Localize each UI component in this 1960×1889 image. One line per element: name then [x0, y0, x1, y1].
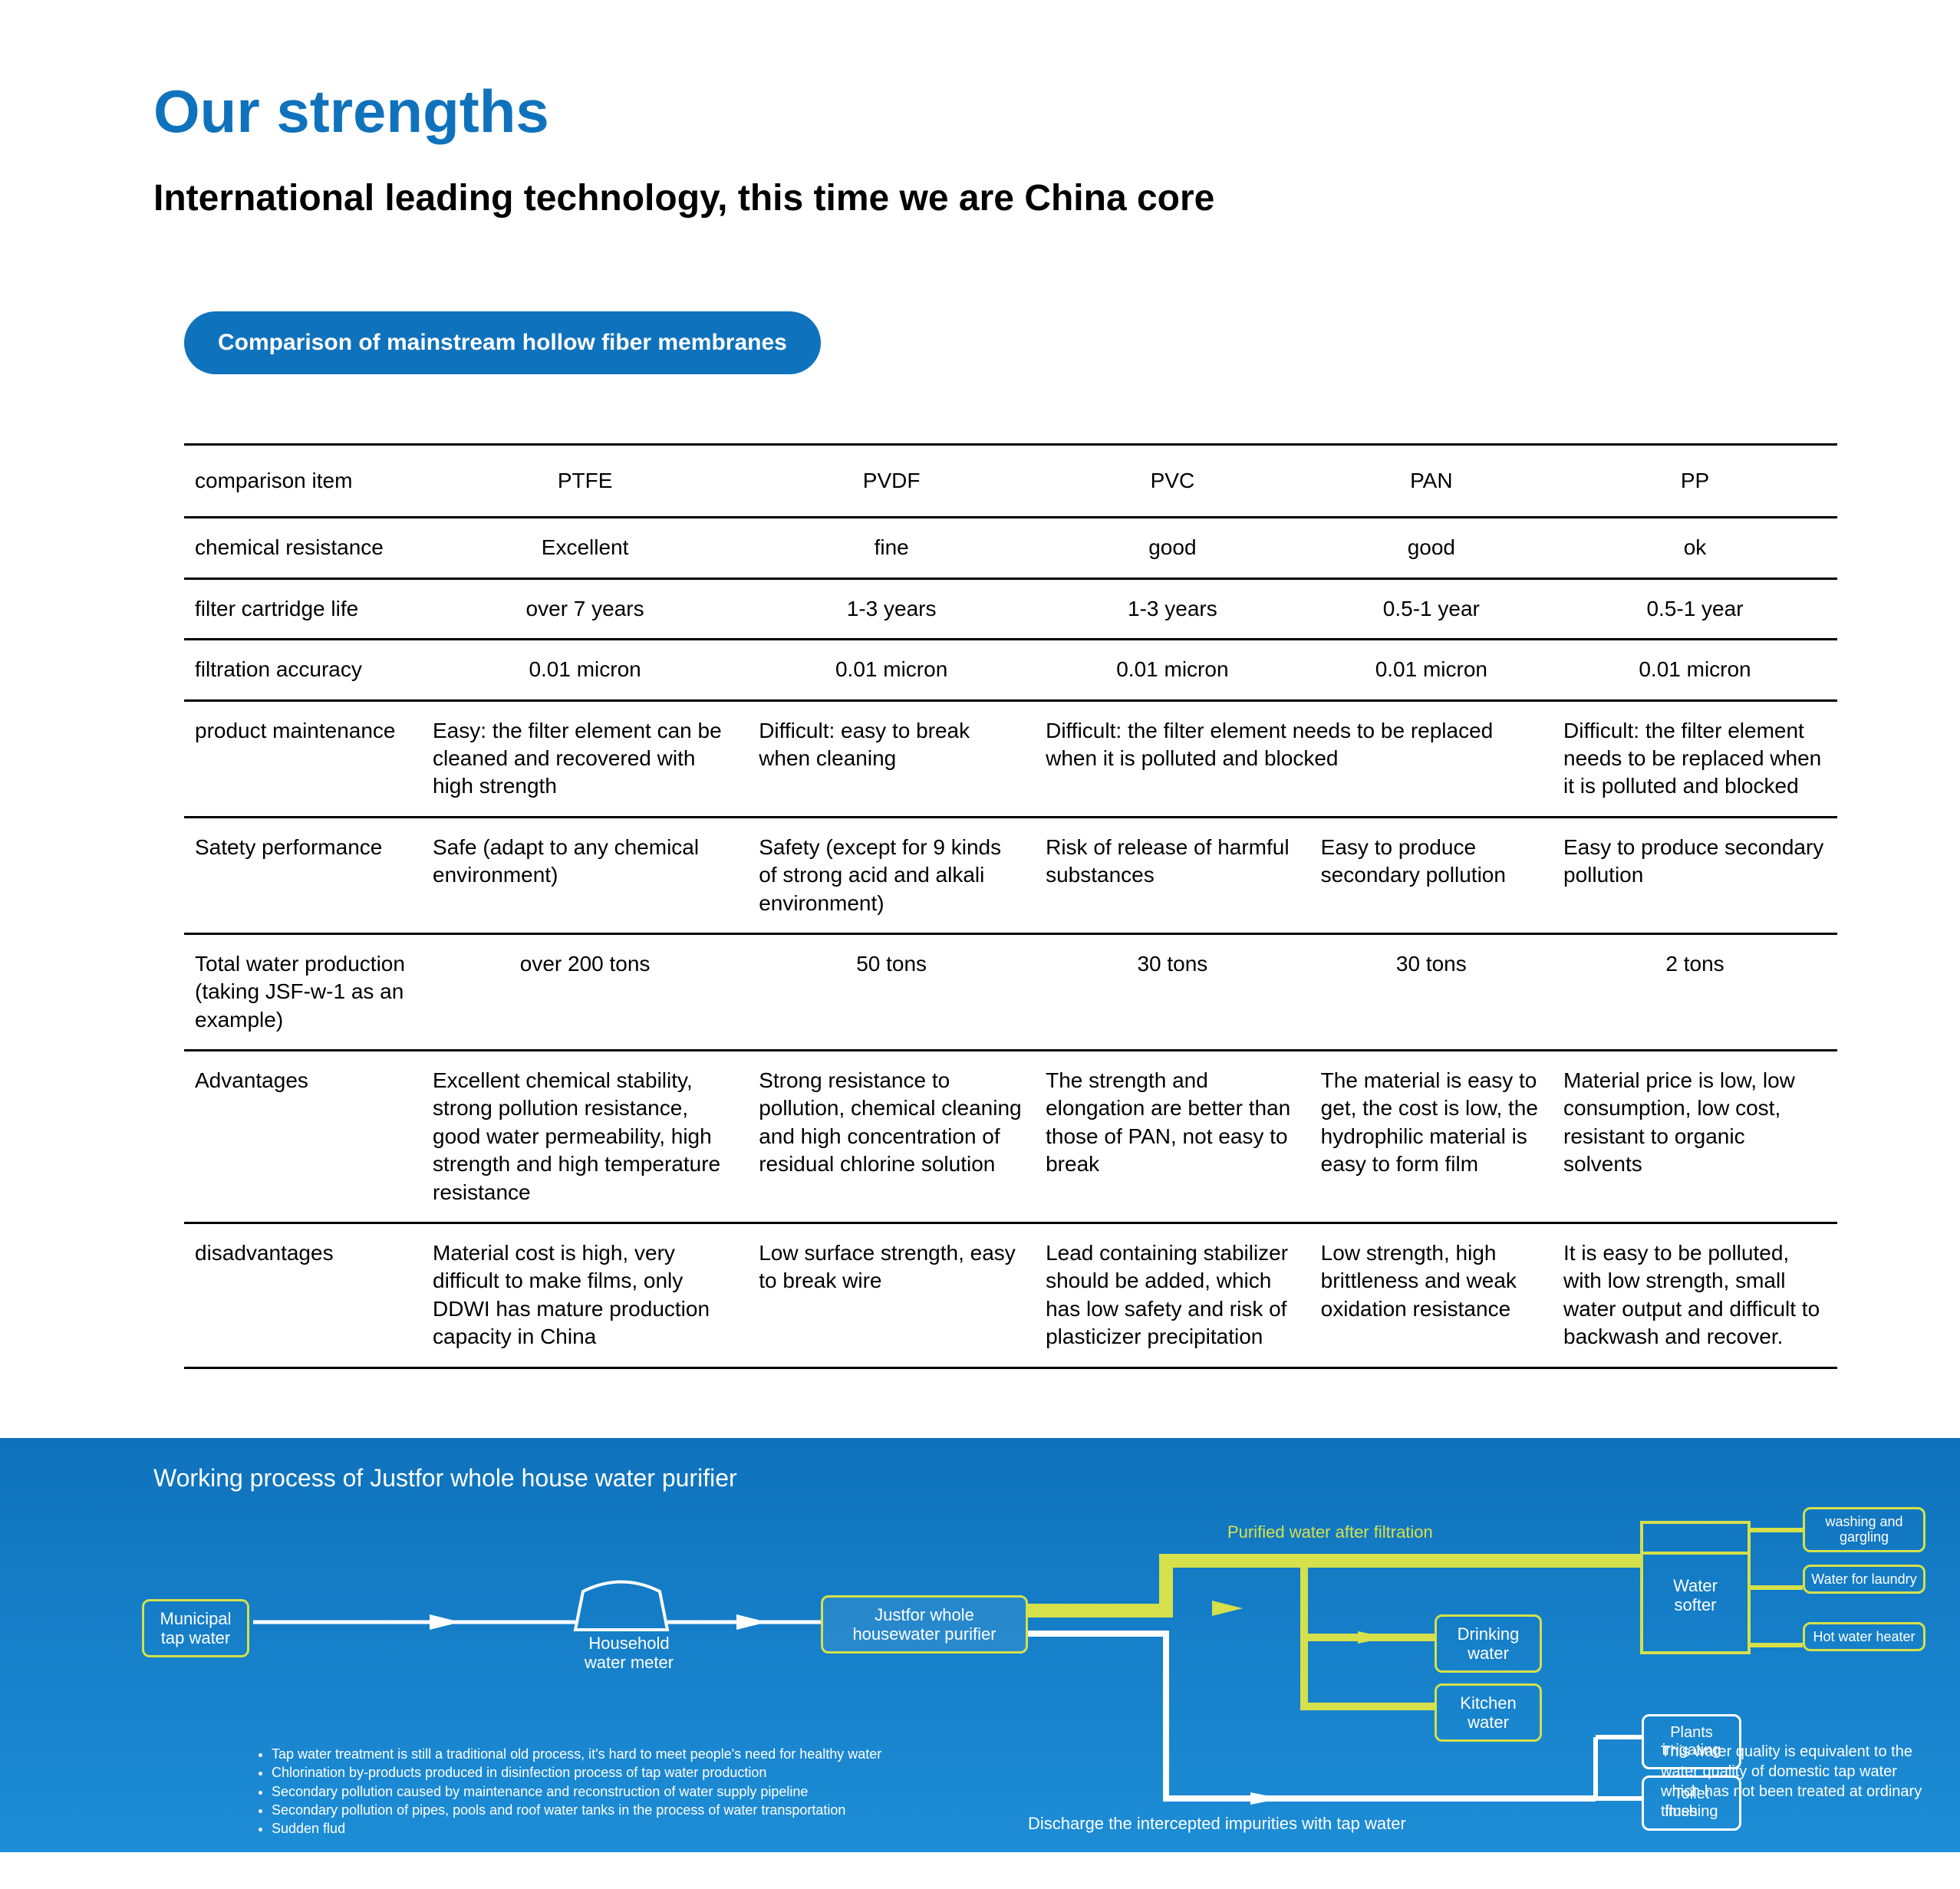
page-title: Our strengths [153, 77, 1807, 146]
cell: 30 tons [1310, 933, 1553, 1050]
cell: 0.01 micron [1553, 640, 1837, 700]
diagram-note: This water quality is equivalent to the … [1661, 1742, 1929, 1822]
header-pp: PP [1553, 445, 1837, 518]
bullet: Secondary pollution of pipes, pools and … [272, 1801, 881, 1819]
cell: 0.01 micron [422, 640, 748, 700]
cell: good [1035, 518, 1310, 578]
discharge-label: Discharge the intercepted impurities wit… [1028, 1814, 1406, 1833]
cell: Low surface strength, easy to break wire [748, 1223, 1035, 1368]
table-row: filter cartridge life over 7 years 1-3 y… [184, 578, 1837, 639]
cell: 0.01 micron [748, 640, 1035, 700]
cell: 0.01 micron [1310, 640, 1553, 700]
table-row: filtration accuracy 0.01 micron 0.01 mic… [184, 640, 1837, 700]
cell: Low strength, high brittleness and weak … [1310, 1223, 1553, 1368]
cell: 30 tons [1035, 933, 1310, 1050]
table-row: disadvantages Material cost is high, ver… [184, 1223, 1837, 1368]
table-row: Satety performance Safe (adapt to any ch… [184, 817, 1837, 933]
cell: Difficult: easy to break when cleaning [748, 700, 1035, 817]
cell: fine [748, 518, 1035, 578]
comparison-pill: Comparison of mainstream hollow fiber me… [184, 311, 821, 374]
cell: 1-3 years [1035, 578, 1310, 639]
cell: Difficult: the filter element needs to b… [1553, 700, 1837, 817]
cell: Easy: the filter element can be cleaned … [422, 700, 748, 817]
header-pan: PAN [1310, 445, 1553, 518]
diagram-title: Working process of Justfor whole house w… [153, 1464, 737, 1492]
cell: good [1310, 518, 1553, 578]
cell: 2 tons [1553, 933, 1837, 1050]
row-label: filtration accuracy [184, 640, 422, 700]
drinking-box: Drinking water [1435, 1614, 1542, 1673]
cell: The material is easy to get, the cost is… [1310, 1051, 1553, 1223]
table-header-row: comparison item PTFE PVDF PVC PAN PP [184, 445, 1837, 518]
cell: Risk of release of harmful substances [1035, 817, 1310, 933]
hotwater-box: Hot water heater [1803, 1622, 1925, 1652]
cell: 0.5-1 year [1553, 578, 1837, 639]
kitchen-box: Kitchen water [1435, 1683, 1542, 1743]
table-row: Advantages Excellent chemical stability,… [184, 1051, 1837, 1223]
table-row: product maintenance Easy: the filter ele… [184, 700, 1837, 817]
process-diagram: Working process of Justfor whole house w… [0, 1438, 1960, 1852]
header-pvdf: PVDF [748, 445, 1035, 518]
cell: Material cost is high, very difficult to… [422, 1223, 748, 1368]
cell: Difficult: the filter element needs to b… [1035, 700, 1553, 817]
row-label: filter cartridge life [184, 578, 422, 639]
purified-label: Purified water after filtration [1227, 1522, 1433, 1542]
cell: 50 tons [748, 933, 1035, 1050]
row-label: product maintenance [184, 700, 422, 817]
header-item: comparison item [184, 445, 422, 518]
bullet: Sudden flud [272, 1819, 881, 1838]
row-label: Advantages [184, 1051, 422, 1223]
cell: 0.01 micron [1035, 640, 1310, 700]
cell: Easy to produce secondary pollution [1553, 817, 1837, 933]
page-subtitle: International leading technology, this t… [153, 177, 1807, 219]
cell: Excellent [422, 518, 748, 578]
row-label: Satety performance [184, 817, 422, 933]
row-label: chemical resistance [184, 518, 422, 578]
cell: 0.5-1 year [1310, 578, 1553, 639]
bullet: Chlorination by-products produced in dis… [272, 1763, 881, 1782]
cell: Excellent chemical stability, strong pol… [422, 1051, 748, 1223]
cell: Lead containing stabilizer should be add… [1035, 1223, 1310, 1368]
cell: over 7 years [422, 578, 748, 639]
table-row: Total water production (taking JSF-w-1 a… [184, 933, 1837, 1050]
laundry-box: Water for laundry [1803, 1565, 1925, 1594]
washing-box: washing and gargling [1803, 1507, 1925, 1552]
cell: 1-3 years [748, 578, 1035, 639]
cell: Easy to produce secondary pollution [1310, 817, 1553, 933]
header-pvc: PVC [1035, 445, 1310, 518]
purifier-box: Justfor whole housewater purifier [821, 1595, 1028, 1654]
bullet: Tap water treatment is still a tradition… [272, 1745, 881, 1763]
cell: The strength and elongation are better t… [1035, 1051, 1310, 1223]
softer-label: Water softer [1653, 1576, 1738, 1615]
cell: ok [1553, 518, 1837, 578]
table-row: chemical resistance Excellent fine good … [184, 518, 1837, 578]
comparison-table: comparison item PTFE PVDF PVC PAN PP che… [184, 443, 1837, 1369]
meter-label: Household water meter [568, 1634, 690, 1673]
cell: over 200 tons [422, 933, 748, 1050]
diagram-bullets: Tap water treatment is still a tradition… [253, 1745, 881, 1838]
row-label: disadvantages [184, 1223, 422, 1368]
bullet: Secondary pollution caused by maintenanc… [272, 1782, 881, 1801]
cell: Strong resistance to pollution, chemical… [748, 1051, 1035, 1223]
cell: It is easy to be polluted, with low stre… [1553, 1223, 1837, 1368]
cell: Material price is low, low consumption, … [1553, 1051, 1837, 1223]
row-label: Total water production (taking JSF-w-1 a… [184, 933, 422, 1050]
header-ptfe: PTFE [422, 445, 748, 518]
cell: Safe (adapt to any chemical environment) [422, 817, 748, 933]
municipal-box: Municipal tap water [142, 1599, 249, 1658]
cell: Safety (except for 9 kinds of strong aci… [748, 817, 1035, 933]
